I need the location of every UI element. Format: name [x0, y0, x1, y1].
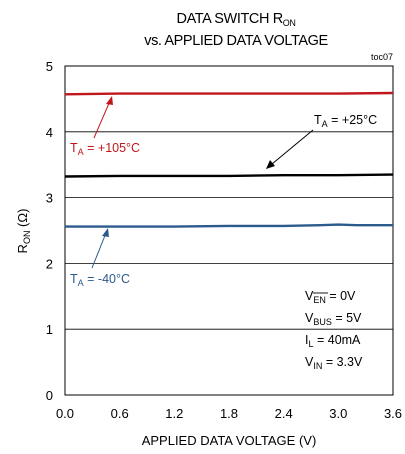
x-tick-label: 0.0: [56, 406, 74, 421]
annotation-ta-minus-40-sub: A: [78, 278, 84, 288]
y-axis-label: RON (Ω): [15, 209, 32, 254]
plot-frame: [64, 65, 394, 396]
condition-il-pre: I: [305, 333, 308, 347]
condition-vbus: VBUS = 5V: [305, 311, 362, 327]
annotation-arrow-minus-40: [91, 232, 107, 269]
y-tick-label: 1: [46, 322, 53, 337]
x-tick-label: 3.0: [329, 406, 347, 421]
series-line-1: [64, 173, 394, 178]
condition-vin-sub: IN: [313, 361, 322, 371]
annotation-arrow-105: [93, 100, 111, 139]
condition-il-post: = 40mA: [314, 333, 362, 347]
condition-ven-post: = 0V: [326, 289, 356, 303]
condition-il: IL = 40mA: [305, 333, 361, 349]
x-tick-label: 1.8: [220, 406, 238, 421]
condition-vin: VIN = 3.3V: [305, 355, 363, 371]
y-tick-label: 0: [46, 388, 53, 403]
annotation-ta-105: TA = +105°C: [70, 141, 140, 157]
annotation-arrow-25: [271, 129, 314, 165]
annotation-ta-minus-40-pre: T: [70, 272, 78, 286]
series-line-0: [64, 91, 394, 96]
conditions-block: VEN = 0V VBUS = 5V IL = 40mA VIN = 3.3V: [305, 289, 363, 371]
chart-title-line1-main: DATA SWITCH R: [177, 11, 283, 27]
condition-vin-post: = 3.3V: [322, 355, 363, 369]
condition-ven-pre: V: [305, 289, 314, 303]
annotation-ta-105-pre: T: [70, 141, 78, 155]
series-group: [64, 91, 394, 228]
chart-title-line1-sub: ON: [283, 18, 296, 28]
x-axis-label: APPLIED DATA VOLTAGE (V): [142, 433, 317, 448]
annotation-arrowhead-minus-40: [102, 228, 109, 237]
x-tick-labels: 0.0 0.6 1.2 1.8 2.4 3.0 3.6: [56, 406, 402, 421]
condition-vbus-pre: V: [305, 311, 314, 325]
y-tick-label: 4: [46, 125, 53, 140]
x-tick-label: 0.6: [111, 406, 129, 421]
annotation-ta-minus-40-post: = -40°C: [84, 272, 130, 286]
annotation-ta-105-sub: A: [78, 147, 84, 157]
x-tick-label: 1.2: [165, 406, 183, 421]
annotation-ta-25-pre: T: [314, 113, 322, 127]
grid-lines: [65, 131, 393, 330]
y-axis-label-sub: ON: [22, 231, 32, 245]
condition-vin-pre: V: [305, 355, 314, 369]
y-tick-label: 2: [46, 256, 53, 271]
condition-ven-sub: EN: [313, 295, 326, 305]
condition-vbus-post: = 5V: [332, 311, 362, 325]
x-tick-label: 3.6: [384, 406, 402, 421]
annotation-ta-25-sub: A: [322, 119, 328, 129]
chart-title-line2: vs. APPLIED DATA VOLTAGE: [144, 33, 328, 49]
y-tick-label: 3: [46, 191, 53, 206]
annotation-ta-25: TA = +25°C: [314, 113, 377, 129]
annotation-arrowhead-25: [266, 160, 275, 169]
y-axis-label-rest: (Ω): [15, 209, 30, 231]
annotation-arrowhead-105: [106, 96, 113, 105]
figure-id: toc07: [371, 52, 393, 62]
annotation-ta-105-post: = +105°C: [84, 141, 140, 155]
condition-ven: VEN = 0V: [305, 289, 356, 305]
y-tick-labels: 0 1 2 3 4 5: [46, 59, 53, 403]
y-axis-label-main: R: [15, 244, 30, 253]
chart-title-line1: DATA SWITCH RON: [177, 11, 296, 28]
annotation-ta-25-post: = +25°C: [328, 113, 377, 127]
series-line-2: [65, 223, 393, 228]
annotation-ta-minus-40: TA = -40°C: [70, 272, 130, 288]
y-tick-label: 5: [46, 59, 53, 74]
condition-vbus-sub: BUS: [313, 317, 332, 327]
condition-il-sub: L: [308, 339, 313, 349]
x-tick-label: 2.4: [275, 406, 293, 421]
